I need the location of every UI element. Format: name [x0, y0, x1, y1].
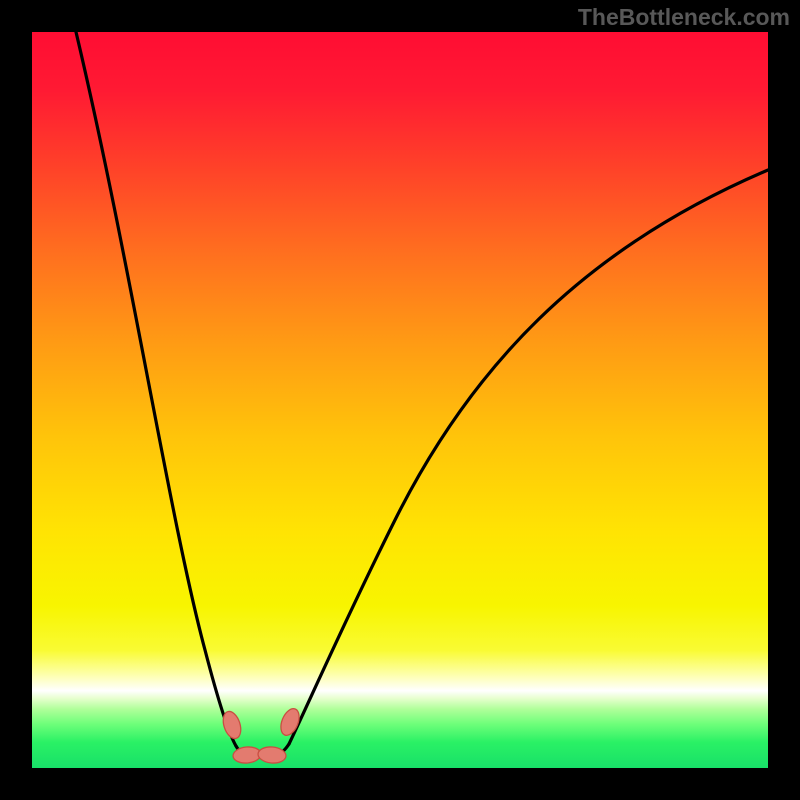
- watermark-text: TheBottleneck.com: [578, 4, 790, 31]
- chart-canvas: TheBottleneck.com: [0, 0, 800, 800]
- plot-area: [32, 32, 768, 768]
- chart-svg: [0, 0, 800, 800]
